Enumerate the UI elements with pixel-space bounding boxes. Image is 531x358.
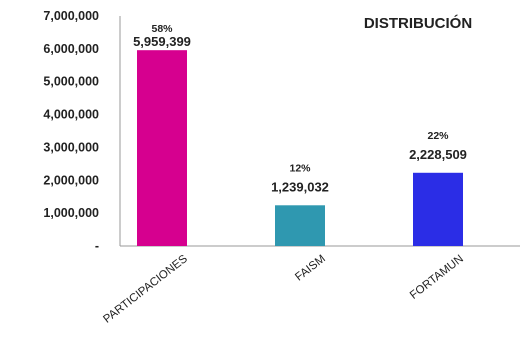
bar-participaciones	[137, 50, 187, 246]
data-labels: 58%5,959,399 12% 1,239,032 22% 2,228,509	[133, 23, 467, 194]
category-labels: PARTICIPACIONES FAISM FORTAMUN	[101, 253, 465, 326]
chart-title: DISTRIBUCIÓN	[364, 14, 472, 32]
y-tick-label: 3,000,000	[43, 140, 99, 154]
percent-label: 58%	[151, 23, 173, 35]
category-label: PARTICIPACIONES	[101, 253, 190, 326]
category-label: FORTAMUN	[408, 253, 466, 302]
y-tick-label: 6,000,000	[43, 42, 99, 56]
y-axis-ticks: - 1,000,000 2,000,000 3,000,000 4,000,000 5,0…	[43, 9, 99, 253]
value-label: 1,239,032	[271, 179, 329, 194]
y-tick-label: 5,000,000	[43, 75, 99, 89]
category-label: FAISM	[293, 253, 328, 284]
y-tick-label: 1,000,000	[43, 206, 99, 220]
percent-label: 12%	[289, 162, 311, 174]
y-tick-label: -	[95, 239, 99, 253]
bar-fortamun	[413, 172, 463, 246]
y-tick-label: 7,000,000	[43, 9, 99, 23]
percent-label: 22%	[427, 130, 449, 142]
value-label: 2,228,509	[409, 147, 467, 162]
bar-faism	[275, 205, 325, 246]
bars	[137, 50, 463, 246]
value-label: 5,959,399	[133, 34, 191, 49]
y-tick-label: 2,000,000	[43, 173, 99, 187]
y-tick-label: 4,000,000	[43, 108, 99, 122]
